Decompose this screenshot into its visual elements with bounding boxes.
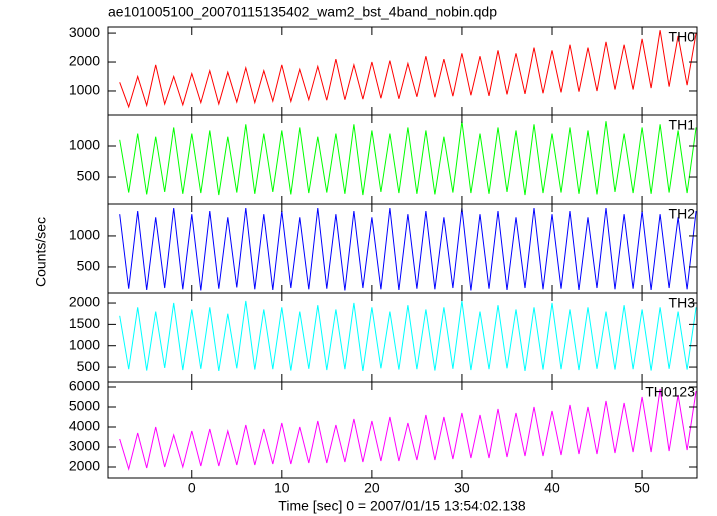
panel-frame — [107, 381, 698, 479]
y-tick-label: 1500 — [69, 315, 100, 331]
data-line — [119, 207, 697, 291]
y-tick-label: 500 — [77, 168, 101, 184]
panel-label: TH1 — [669, 117, 696, 133]
y-tick-label: 3000 — [69, 438, 100, 454]
y-tick-label: 2000 — [69, 294, 100, 310]
data-line — [119, 121, 697, 196]
y-tick-label: 3000 — [69, 24, 100, 40]
y-tick-label: 5000 — [69, 398, 100, 414]
x-tick-label: 10 — [274, 480, 290, 496]
y-tick-label: 1000 — [69, 82, 100, 98]
x-tick-label: 40 — [544, 480, 560, 496]
x-tick-label: 20 — [364, 480, 380, 496]
data-line — [119, 388, 697, 471]
y-tick-label: 2000 — [69, 458, 100, 474]
y-tick-label: 6000 — [69, 378, 100, 394]
x-tick-label: 0 — [188, 480, 196, 496]
x-tick-label: 30 — [454, 480, 470, 496]
x-axis-label: Time [sec] 0 = 2007/01/15 13:54:02.138 — [278, 498, 526, 514]
x-tick-label: 50 — [634, 480, 650, 496]
y-axis-label: Counts/sec — [33, 217, 49, 287]
chart-title: ae101005100_20070115135402_wam2_bst_4ban… — [108, 4, 497, 20]
panel-label: TH0 — [669, 29, 696, 45]
panel-label: TH0123 — [645, 384, 695, 400]
y-tick-label: 2000 — [69, 53, 100, 69]
data-line — [119, 300, 697, 371]
y-tick-label: 1000 — [69, 137, 100, 153]
panel-label: TH2 — [669, 206, 696, 222]
y-tick-label: 4000 — [69, 418, 100, 434]
y-tick-label: 500 — [77, 358, 101, 374]
y-tick-label: 1000 — [69, 227, 100, 243]
data-line — [119, 30, 697, 109]
y-tick-label: 1000 — [69, 336, 100, 352]
y-tick-label: 500 — [77, 258, 101, 274]
panel-label: TH3 — [669, 295, 696, 311]
